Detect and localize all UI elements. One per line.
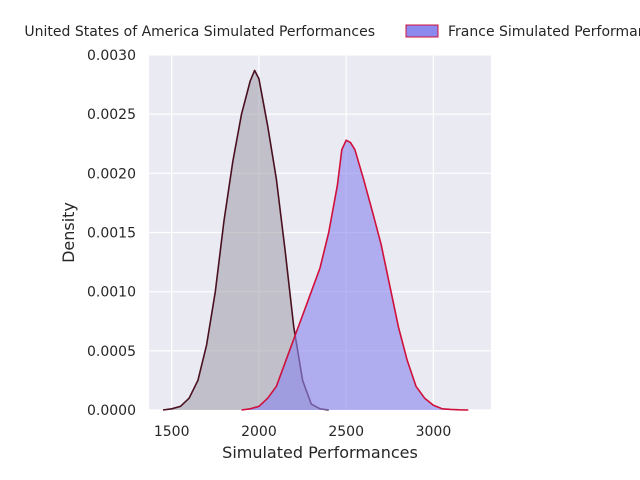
legend: United States of America Simulated Perfo… — [24, 24, 640, 40]
x-axis-ticks: 1500 2000 2500 3000 — [154, 424, 451, 440]
x-tick-label: 3000 — [416, 424, 452, 440]
series-0-area — [163, 70, 329, 411]
x-axis-label: Simulated Performances — [222, 443, 418, 462]
x-tick-label: 1500 — [154, 424, 190, 440]
y-tick-label: 0.0030 — [87, 48, 136, 64]
series-layer — [162, 69, 469, 411]
y-tick-label: 0.0010 — [87, 285, 136, 301]
y-tick-label: 0.0015 — [87, 226, 136, 242]
series-1-area — [241, 140, 469, 410]
y-tick-label: 0.0000 — [87, 403, 136, 419]
legend-label: France Simulated Performances — [448, 24, 640, 40]
y-axis-label: Density — [59, 202, 78, 263]
y-axis-ticks: 0.0000 0.0005 0.0010 0.0015 0.0020 0.0025 0.00… — [87, 48, 136, 419]
y-tick-label: 0.0020 — [87, 166, 136, 182]
y-tick-label: 0.0025 — [87, 107, 136, 123]
legend-label: United States of America Simulated Perfo… — [24, 24, 375, 40]
series-1-line — [241, 139, 469, 411]
x-tick-label: 2500 — [328, 424, 364, 440]
legend-swatch — [405, 24, 439, 38]
x-tick-label: 2000 — [241, 424, 277, 440]
y-tick-label: 0.0005 — [87, 344, 136, 360]
